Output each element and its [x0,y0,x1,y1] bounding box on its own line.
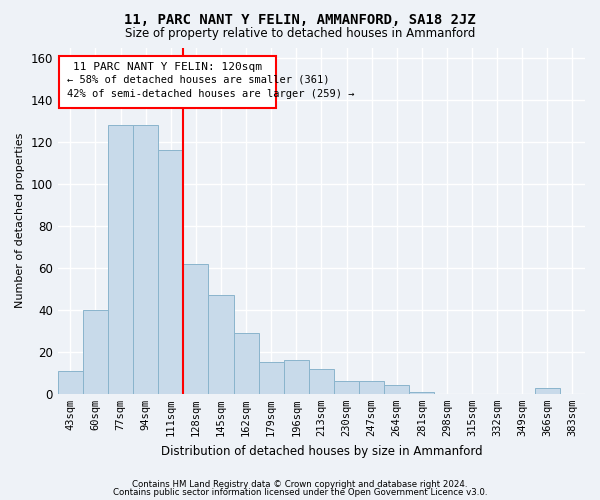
Bar [108,125,133,394]
Bar [409,392,434,394]
Bar [334,381,359,394]
Bar [58,370,83,394]
Bar [83,310,108,394]
Bar [359,381,384,394]
Text: Contains public sector information licensed under the Open Government Licence v3: Contains public sector information licen… [113,488,487,497]
Bar [259,362,284,394]
Bar [208,295,233,394]
Bar [59,56,276,108]
Y-axis label: Number of detached properties: Number of detached properties [15,133,25,308]
Text: 11, PARC NANT Y FELIN, AMMANFORD, SA18 2JZ: 11, PARC NANT Y FELIN, AMMANFORD, SA18 2… [124,12,476,26]
Bar [535,388,560,394]
Text: Contains HM Land Registry data © Crown copyright and database right 2024.: Contains HM Land Registry data © Crown c… [132,480,468,489]
Bar [384,386,409,394]
Bar [158,150,184,394]
Text: 11 PARC NANT Y FELIN: 120sqm: 11 PARC NANT Y FELIN: 120sqm [73,62,262,72]
Text: 42% of semi-detached houses are larger (259) →: 42% of semi-detached houses are larger (… [67,90,354,100]
X-axis label: Distribution of detached houses by size in Ammanford: Distribution of detached houses by size … [161,444,482,458]
Text: Size of property relative to detached houses in Ammanford: Size of property relative to detached ho… [125,28,475,40]
Bar [284,360,309,394]
Bar [233,333,259,394]
Bar [133,125,158,394]
Text: ← 58% of detached houses are smaller (361): ← 58% of detached houses are smaller (36… [67,75,329,85]
Bar [309,368,334,394]
Bar [184,264,208,394]
